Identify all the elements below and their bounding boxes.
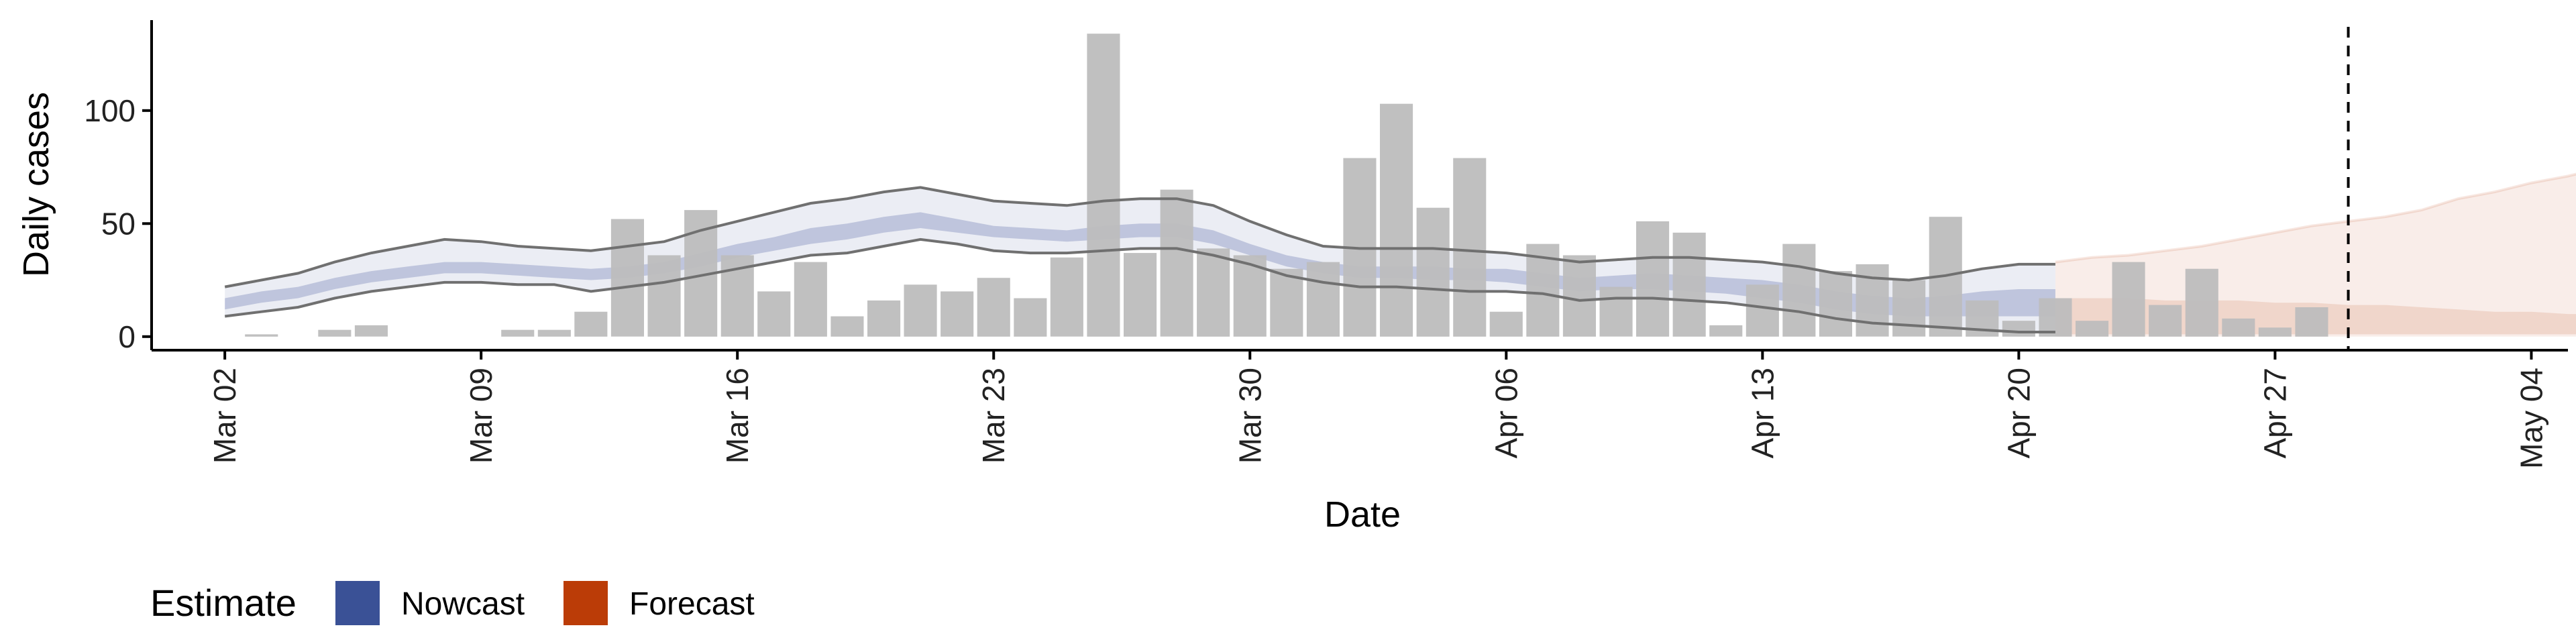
x-axis-title: Date: [1324, 494, 1401, 535]
nowcast-90-band: [225, 187, 2055, 332]
forecast-upper-line: [2055, 172, 2576, 264]
nowcast-upper-line: [224, 186, 2055, 288]
observed-case-bar: [1050, 257, 1083, 337]
observed-case-bar: [1562, 255, 1596, 337]
observed-case-bar: [1819, 271, 1852, 337]
observed-case-bar: [647, 255, 681, 337]
x-axis-ticks: Mar 02 Mar 09 Mar 16 Mar 23 Mar 30 Apr 06 Apr …: [207, 350, 2548, 469]
legend-label-nowcast: Nowcast: [401, 586, 525, 622]
observed-case-bar: [1599, 286, 1633, 337]
observed-case-bar: [2112, 262, 2145, 337]
x-tick-label: Apr 27: [2257, 368, 2292, 459]
observed-case-bar: [2185, 268, 2218, 337]
y-tick-label: 100: [84, 93, 136, 128]
y-tick-label: 50: [101, 206, 136, 241]
observed-case-bar: [1782, 244, 1816, 337]
y-axis-title: Daily cases: [16, 92, 56, 277]
observed-case-bar: [1160, 189, 1193, 337]
y-tick-label: 0: [118, 319, 136, 354]
legend-title: Estimate: [150, 582, 297, 624]
observed-case-bar: [830, 316, 864, 337]
observed-case-bar: [537, 329, 571, 337]
observed-case-bar: [794, 262, 827, 337]
x-tick-label: Apr 06: [1489, 368, 1523, 459]
x-tick-label: Mar 30: [1232, 368, 1267, 464]
observed-case-bar: [2258, 327, 2292, 337]
observed-case-bar: [1709, 325, 1743, 337]
observed-case-bar: [1746, 284, 1779, 337]
x-tick-label: Mar 02: [207, 368, 242, 464]
observed-case-bar: [1306, 262, 1340, 337]
observed-case-bar: [1124, 253, 1157, 337]
observed-case-bar: [574, 311, 608, 337]
observed-case-bar: [1672, 232, 1706, 337]
x-tick-label: Mar 23: [976, 368, 1011, 464]
observed-case-bar: [757, 291, 791, 337]
observed-case-bar: [2002, 321, 2035, 337]
observed-case-bar: [1416, 207, 1450, 337]
x-tick-label: Apr 13: [1745, 368, 1780, 459]
x-tick-label: May 04: [2514, 368, 2548, 469]
legend: Estimate Nowcast Forecast: [150, 581, 755, 625]
observed-case-bar: [867, 300, 901, 337]
observed-case-bar: [354, 325, 388, 337]
observed-case-bar: [610, 219, 644, 337]
x-tick-label: Mar 09: [464, 368, 498, 464]
observed-case-bar: [1197, 248, 1230, 337]
observed-case-bar: [2039, 298, 2072, 337]
observed-case-bar: [245, 334, 278, 337]
observed-case-bar: [2295, 307, 2328, 337]
x-tick-label: Apr 20: [2001, 368, 2036, 459]
observed-case-bar: [2076, 321, 2109, 337]
observed-case-bar: [501, 329, 535, 337]
y-axis-ticks: 0 50 100: [84, 93, 152, 354]
observed-case-bar: [1489, 311, 1523, 337]
observed-case-bar: [1892, 280, 1926, 337]
x-tick-label: Mar 16: [720, 368, 755, 464]
observed-case-bar: [904, 284, 937, 337]
nowcast-lower-line: [224, 237, 2055, 333]
nowcast-interval-lines: [224, 172, 2576, 333]
observed-case-bar: [2149, 305, 2182, 337]
legend-swatch-forecast: [564, 581, 608, 625]
observed-case-bars: [245, 34, 2328, 337]
observed-case-bar: [318, 329, 352, 337]
observed-case-bar: [1380, 103, 1413, 337]
observed-case-bar: [1014, 298, 1047, 337]
observed-case-bar: [977, 278, 1010, 337]
legend-swatch-nowcast: [335, 581, 380, 625]
legend-label-forecast: Forecast: [629, 586, 755, 622]
observed-case-bar: [1087, 34, 1120, 337]
observed-case-bar: [1636, 221, 1670, 337]
observed-case-bar: [1270, 268, 1303, 337]
observed-case-bar: [2222, 318, 2255, 337]
observed-case-bar: [1453, 158, 1487, 337]
observed-case-bar: [941, 291, 974, 337]
axes: [150, 20, 2568, 352]
